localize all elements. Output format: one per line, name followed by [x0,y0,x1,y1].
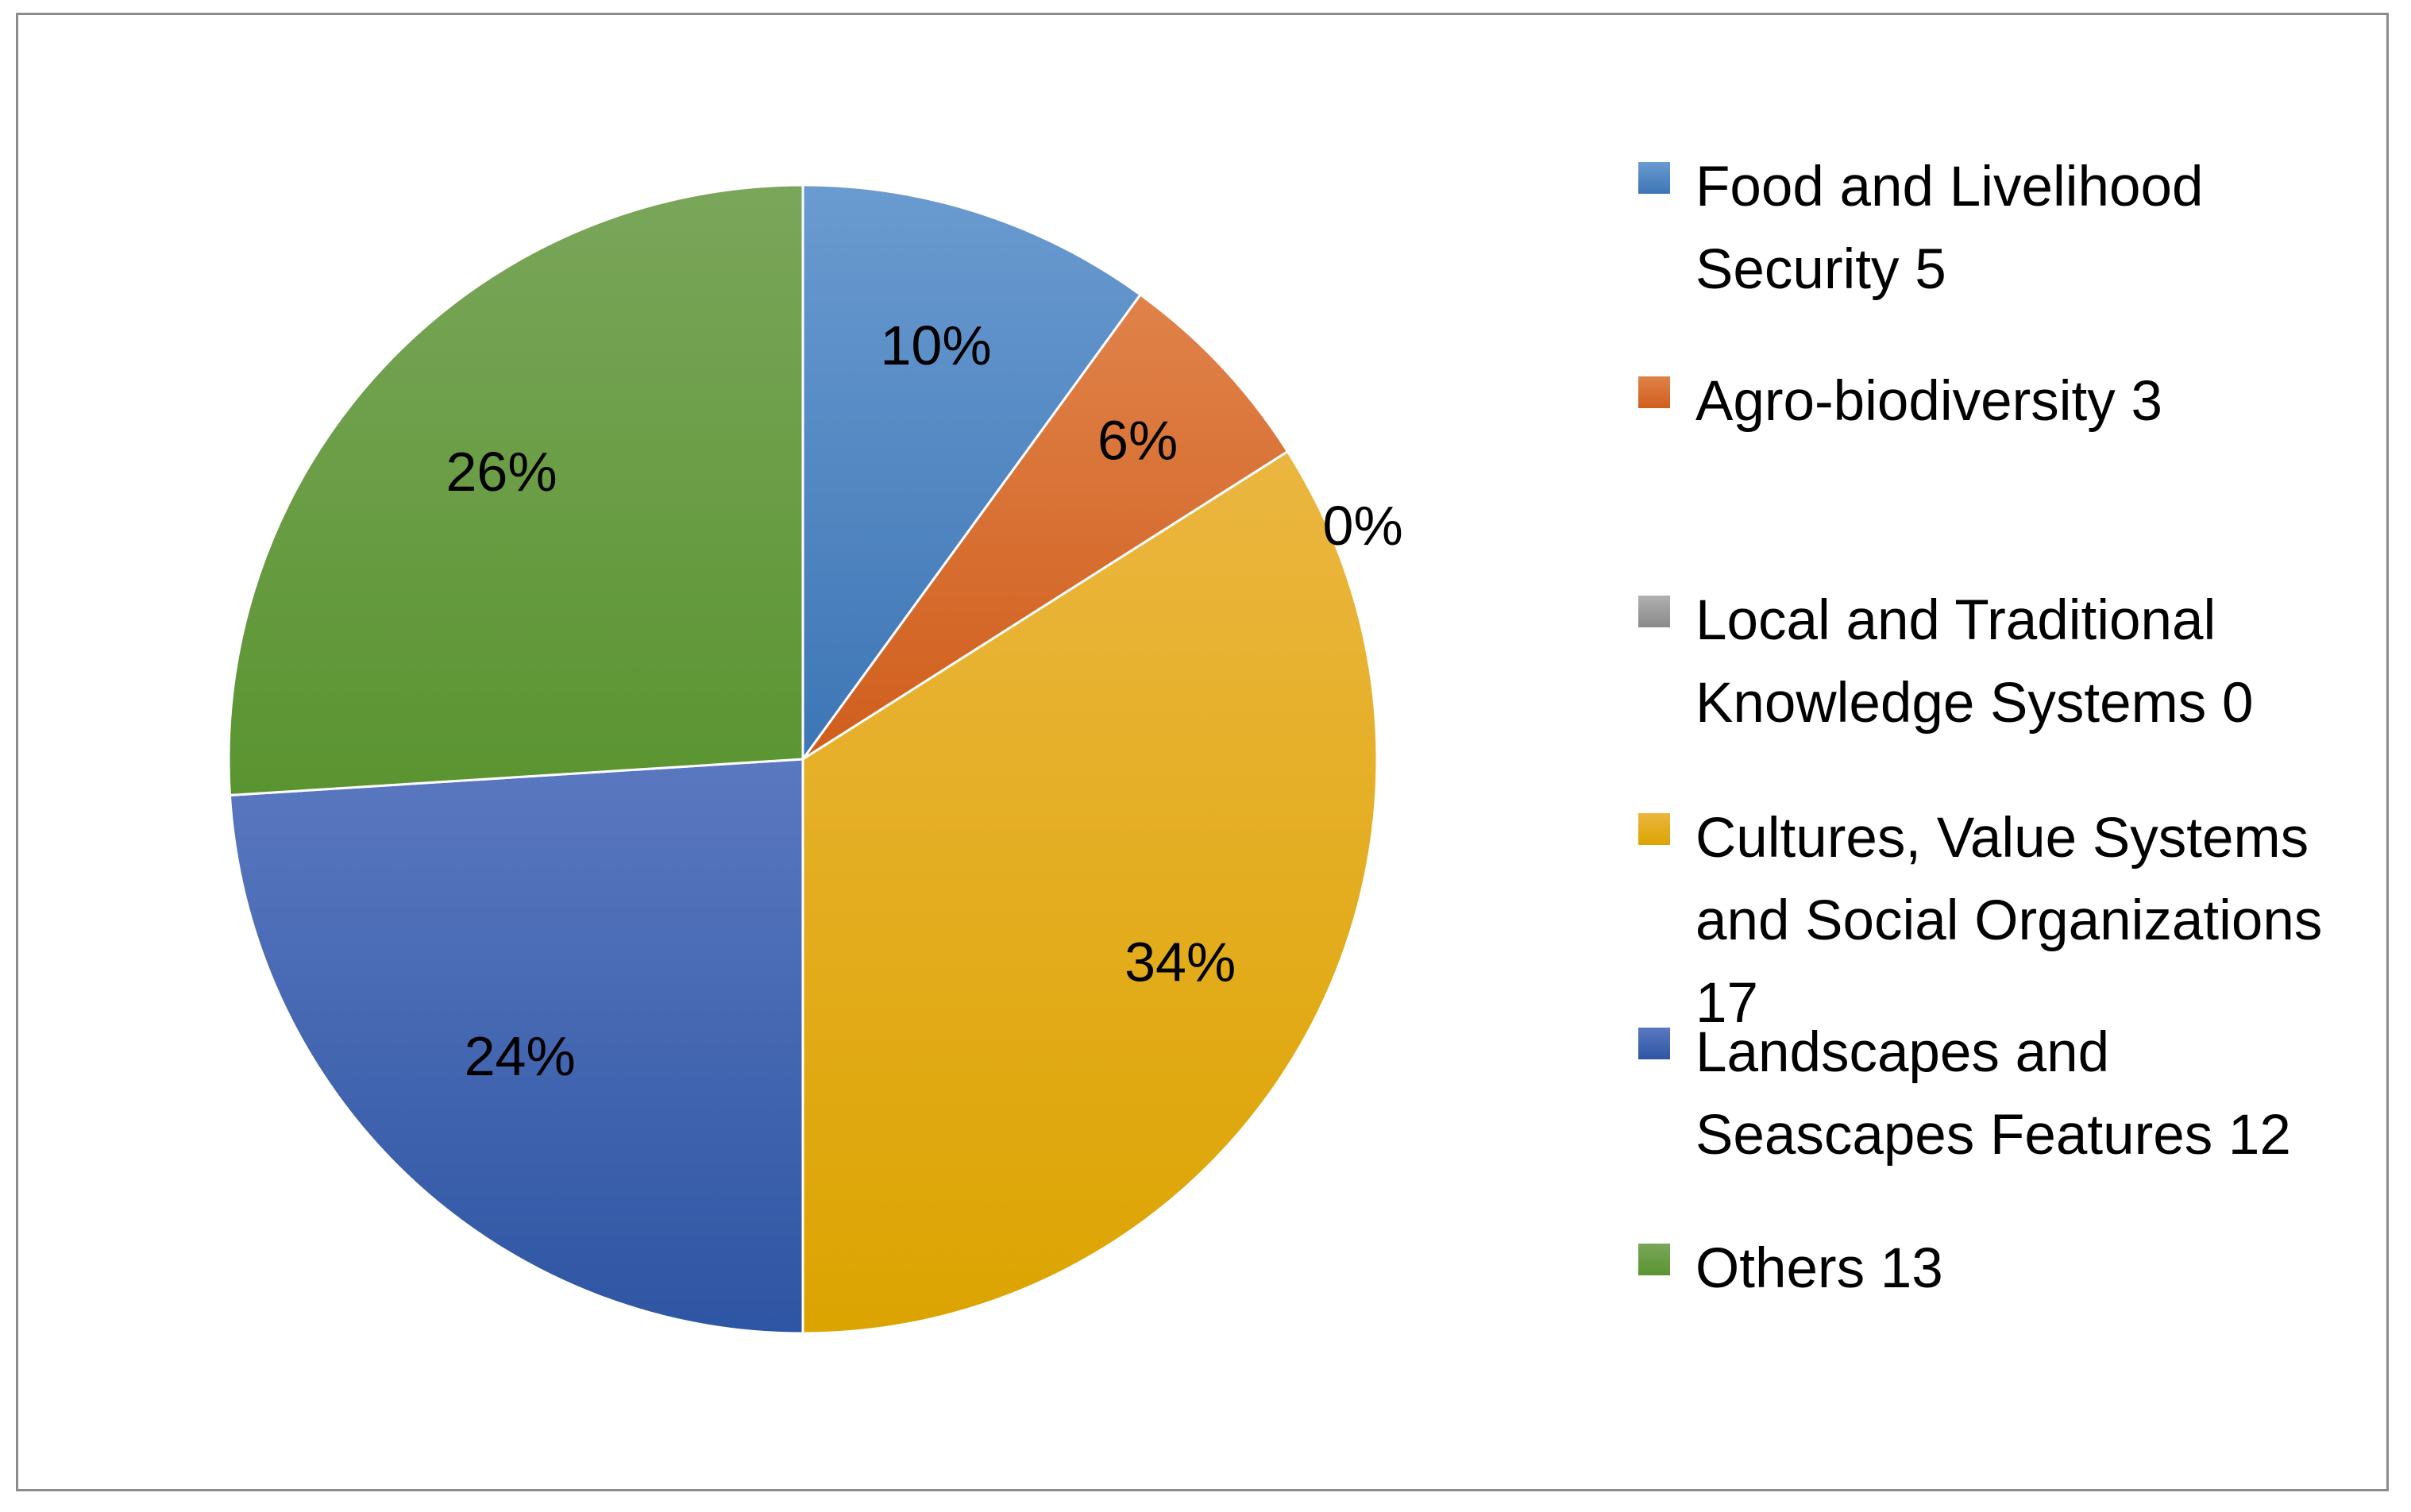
legend-label: Local and Traditional Knowledge Systems … [1695,589,2254,735]
legend-label: Cultures, Value Systems and Social Organ… [1695,807,2323,1035]
legend-label: Landscapes and Seascapes Features 12 [1695,1021,2291,1167]
pie-slice-others-13 [227,183,804,796]
pie-slice-food-and-livelihood-security-5 [801,183,1143,763]
data-label-landscapes-and-seascapes-features-12: 24% [465,1025,576,1087]
legend-swatch [1638,813,1670,845]
legend-swatch [1638,1244,1670,1275]
data-label-cultures-value-systems-and-social-organizations-17: 34% [1124,932,1236,993]
legend-swatch [1638,162,1670,194]
data-label-food-and-livelihood-security-5: 10% [881,314,992,376]
legend-swatch [1638,596,1670,627]
data-label-local-and-traditional-knowledge-systems-0: 0% [1323,495,1403,557]
legend-swatch [1638,1028,1670,1059]
pie-slice-landscapes-and-seascapes-features-12 [228,758,804,1335]
data-label-others-13: 26% [446,441,557,503]
pie-slice-cultures-value-systems-and-social-organizations-17 [801,449,1379,1335]
legend-label: Agro-biodiversity 3 [1695,370,2162,433]
data-label-agro-biodiversity-3: 6% [1097,410,1178,472]
legend-label: Food and Livelihood Security 5 [1695,156,2204,301]
legend-swatch [1638,376,1670,408]
pie-chart: 10% 6% 0% 34% 24% 26% [227,183,1403,1335]
legend-label: Others 13 [1695,1237,1943,1300]
pie-slice-agro-biodiversity-3 [801,292,1290,761]
chart-frame: 10% 6% 0% 34% 24% 26% Food and Livelihood Sec… [16,13,2389,1491]
